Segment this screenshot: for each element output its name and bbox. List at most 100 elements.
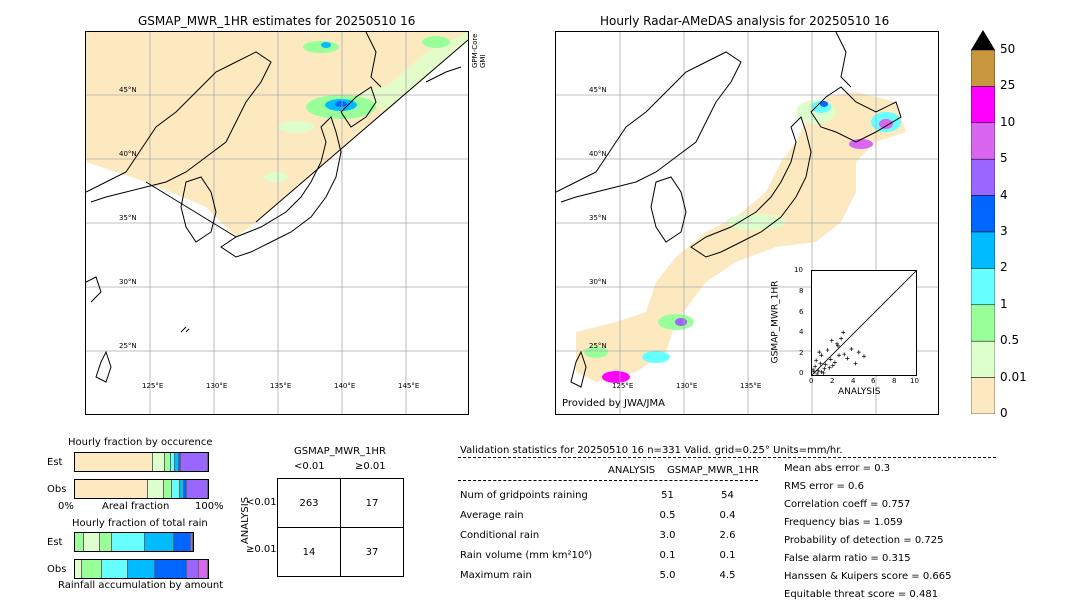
colorbar-segment (970, 49, 996, 87)
scatter-point (845, 356, 850, 361)
scatter-ytick: 10 (794, 266, 803, 274)
scatter-point (819, 353, 824, 358)
fraction-segment (174, 453, 179, 471)
colorbar-label: 50 (1000, 42, 1016, 56)
occurrence-row-est: Est (47, 457, 63, 468)
scatter-ytick: 8 (799, 287, 804, 295)
validation-row-analysis: 0.5 (659, 509, 676, 521)
scatter-point (812, 369, 817, 374)
left-lat-label: 35°N (119, 214, 137, 222)
scatter-point (827, 365, 832, 370)
validation-row: Rain volume (mm km²10⁶) 0.1 0.1 (460, 545, 745, 565)
scatter-point (836, 343, 840, 348)
left-lon-label: 135°E (270, 382, 292, 390)
scatter-xlabel: ANALYSIS (838, 387, 881, 397)
left-lat-label: 45°N (119, 86, 137, 94)
scatter-xtick: 10 (910, 377, 919, 385)
colorbar-label: 0.5 (1000, 333, 1020, 348)
colorbar-label: 2 (1000, 260, 1008, 275)
colorbar-label: 4 (1000, 187, 1008, 202)
colorbar-label: 0.01 (1000, 369, 1027, 384)
fraction-segment (184, 480, 187, 498)
occurrence-axis-right: 100% (195, 501, 224, 512)
colorbar (970, 30, 996, 415)
scatter-point (828, 357, 833, 362)
validation-col-analysis: ANALYSIS (608, 465, 656, 476)
right-lon-label: 125°E (612, 382, 634, 390)
left-lat-label: 25°N (119, 342, 137, 350)
colorbar-label: 10 (1000, 114, 1016, 129)
scatter-xtick: 0 (809, 377, 814, 385)
fraction-segment (172, 480, 181, 498)
score-item: Frequency bias = 1.059 (784, 517, 903, 528)
score-list: Mean abs error = 0.3 RMS error = 0.6 Cor… (784, 462, 994, 606)
contingency-col-label: ≥0.01 (355, 461, 386, 472)
validation-row-label: Conditional rain (460, 529, 540, 541)
validation-row-gsmap: 54 (721, 489, 734, 501)
validation-table: Num of gridpoints raining 51 54 Average … (460, 485, 745, 585)
left-lon-label: 125°E (142, 382, 164, 390)
validation-row-analysis: 0.1 (659, 549, 676, 561)
scatter-point (842, 352, 847, 357)
left-lon-label: 145°E (398, 382, 420, 390)
left-map: 45°N 40°N 35°N 30°N 25°N 125°E 130°E 135… (85, 31, 469, 415)
score-item: Probability of detection = 0.725 (784, 535, 944, 546)
scatter-point (856, 350, 861, 355)
left-lon-label: 130°E (206, 382, 228, 390)
validation-row-gsmap: 4.5 (719, 569, 736, 581)
colorbar-label: 1 (1000, 296, 1008, 311)
total-rain-row-obs: Obs (47, 564, 67, 575)
scatter-ytick: 4 (799, 328, 804, 336)
credit-label: Provided by JWA/JMA (562, 398, 665, 409)
scatter-ytick: 2 (799, 349, 804, 357)
right-lon-label: 130°E (676, 382, 698, 390)
score-item: Correlation coeff = 0.757 (784, 499, 911, 510)
colorbar-extend (971, 30, 995, 50)
right-lat-label: 30°N (589, 278, 607, 286)
scatter-point (830, 363, 835, 368)
scatter-point (853, 361, 858, 366)
scatter-xtick: 6 (871, 377, 876, 385)
validation-row: Average rain 0.5 0.4 (460, 505, 745, 525)
scatter-ytick: 0 (799, 369, 804, 377)
score-item: Mean abs error = 0.3 (784, 463, 891, 474)
scatter-point (823, 362, 828, 367)
colorbar-segment (970, 158, 996, 196)
validation-row-label: Maximum rain (460, 569, 532, 581)
colorbar-segment (970, 268, 996, 306)
right-map-canvas (556, 32, 938, 414)
total-rain-est-bar (74, 532, 194, 552)
total-rain-footer: Rainfall accumulation by amount (58, 580, 224, 591)
scatter-point (837, 353, 842, 358)
occurrence-axis-left: 0% (58, 501, 74, 512)
scatter-point (816, 368, 821, 373)
right-lat-label: 40°N (589, 150, 607, 158)
scatter-point (818, 361, 823, 366)
fraction-segment (180, 480, 185, 498)
scatter-ytick: 6 (799, 308, 804, 316)
validation-row: Conditional rain 3.0 2.6 (460, 525, 745, 545)
colorbar-label: 5 (1000, 151, 1008, 166)
validation-row-analysis: 5.0 (659, 569, 676, 581)
scatter-xtick: 8 (892, 377, 897, 385)
contingency-table: 263 17 14 37 (277, 478, 404, 577)
contingency-row-label: <0.01 (246, 497, 277, 508)
validation-divider (458, 457, 996, 458)
validation-row-label: Rain volume (mm km²10⁶) (460, 549, 593, 561)
scatter-point (841, 330, 846, 335)
validation-row-gsmap: 0.4 (719, 509, 736, 521)
validation-subdivider (458, 480, 758, 481)
scatter-xtick: 4 (851, 377, 856, 385)
validation-row-gsmap: 2.6 (719, 529, 736, 541)
scatter-point (812, 367, 816, 372)
left-lat-label: 30°N (119, 278, 137, 286)
validation-row-gsmap: 0.1 (719, 549, 736, 561)
fraction-segment (164, 480, 173, 498)
sensor-label: GPM-Core GMI (471, 33, 487, 68)
fraction-segment (178, 453, 182, 471)
diagonal-line (812, 271, 916, 375)
fraction-segment (153, 453, 166, 471)
validation-row-label: Average rain (460, 509, 524, 521)
fraction-segment (75, 453, 154, 471)
total-rain-row-est: Est (47, 537, 63, 548)
